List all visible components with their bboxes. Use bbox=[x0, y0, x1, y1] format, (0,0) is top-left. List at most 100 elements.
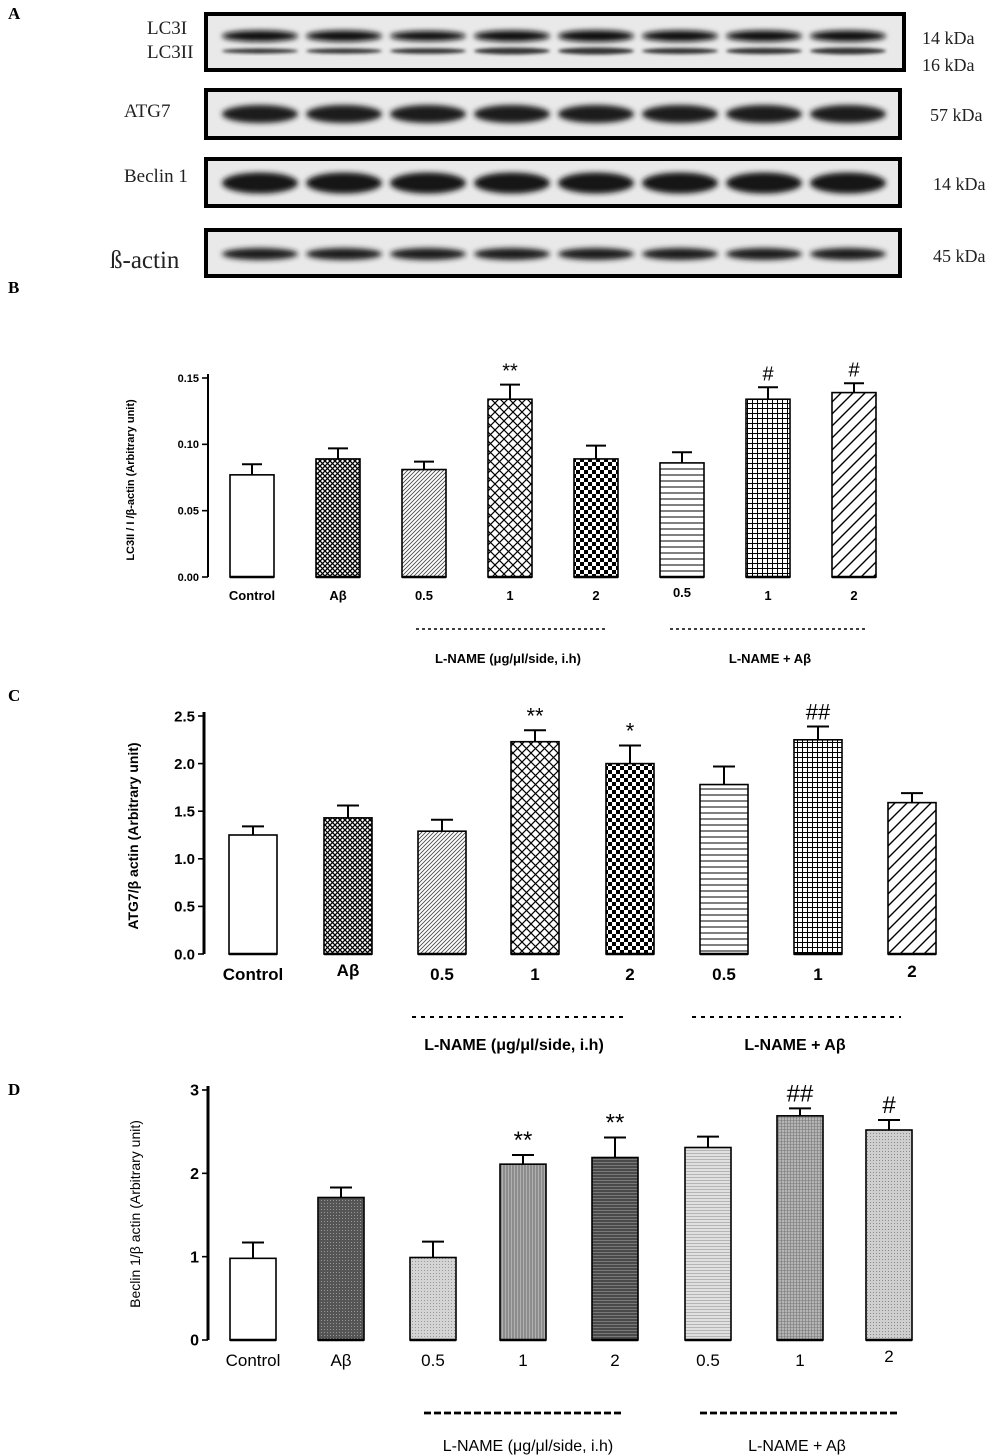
blot-band bbox=[558, 30, 634, 42]
chart-atg7: 0.0 0.5 1.0 1.5 2.0 2.5 ATG7/β actin (Arbitrar… bbox=[125, 699, 937, 1054]
bar bbox=[591, 1156, 639, 1341]
bar bbox=[510, 740, 560, 955]
blot-band bbox=[306, 48, 382, 54]
blot-band bbox=[642, 48, 718, 54]
chart-lc3: 0.00 0.05 0.10 0.15 LC3II / I /β-actin (Arbi… bbox=[125, 359, 877, 666]
y-tick-label: 2.5 bbox=[174, 708, 195, 725]
group-label: L-NAME (μg/μl/side, i.h) bbox=[443, 1438, 613, 1455]
significance-marker: ## bbox=[787, 1080, 814, 1107]
blot-band bbox=[726, 47, 802, 55]
bar bbox=[887, 801, 937, 955]
y-tick-label: 0.05 bbox=[178, 506, 199, 518]
significance-marker: ** bbox=[502, 361, 518, 383]
blot-band bbox=[642, 30, 718, 42]
blot-band bbox=[726, 248, 802, 260]
blot-band bbox=[810, 248, 886, 260]
blot-band bbox=[390, 48, 466, 54]
blot-band bbox=[474, 105, 550, 123]
blot-band bbox=[390, 105, 466, 123]
western-blot-image bbox=[204, 12, 906, 278]
kda-lc3ii: 16 kDa bbox=[922, 55, 975, 75]
bar bbox=[487, 398, 533, 578]
category-label: 1 bbox=[795, 1351, 804, 1370]
panel-letter-a: A bbox=[8, 4, 21, 23]
blot-band bbox=[474, 248, 550, 260]
blot-label-beta-actin: ß-actin bbox=[110, 247, 180, 274]
bar bbox=[317, 1196, 365, 1341]
category-label: Control bbox=[223, 965, 283, 984]
y-axis-label: LC3II / I /β-actin (Arbitrary unit) bbox=[125, 399, 137, 561]
bar bbox=[745, 398, 791, 578]
blot-band bbox=[474, 172, 550, 194]
panel-letter-d: D bbox=[8, 1080, 21, 1099]
bar bbox=[659, 462, 705, 578]
blot-band bbox=[222, 172, 298, 194]
bar bbox=[228, 834, 278, 955]
y-tick-label: 3 bbox=[190, 1083, 199, 1100]
category-label: 2 bbox=[850, 588, 857, 603]
category-label: 0.5 bbox=[696, 1351, 720, 1370]
category-label: Aβ bbox=[329, 588, 346, 603]
bar bbox=[793, 738, 843, 955]
category-label: 2 bbox=[884, 1347, 893, 1366]
blot-band bbox=[810, 47, 886, 55]
bar bbox=[323, 817, 373, 955]
blot-band bbox=[558, 248, 634, 260]
bar bbox=[401, 468, 447, 578]
blot-band bbox=[810, 172, 886, 194]
blot-band bbox=[306, 172, 382, 194]
blot-label-lc3i: LC3I bbox=[147, 18, 188, 39]
blot-band bbox=[474, 47, 550, 55]
significance-marker: * bbox=[626, 719, 635, 744]
bar bbox=[573, 458, 619, 578]
bar bbox=[229, 474, 275, 578]
category-label: 0.5 bbox=[712, 965, 736, 984]
blot-band bbox=[726, 172, 802, 194]
category-label: 1 bbox=[813, 965, 822, 984]
blot-band bbox=[222, 48, 298, 54]
category-label: Control bbox=[226, 1351, 281, 1370]
group-label: L-NAME + Aβ bbox=[729, 651, 811, 666]
group-label: L-NAME + Aβ bbox=[748, 1438, 846, 1455]
category-label: Aβ bbox=[330, 1351, 351, 1370]
panel-letter-b: B bbox=[8, 278, 20, 297]
y-tick-label: 0.5 bbox=[174, 899, 195, 916]
y-tick-label: 2 bbox=[190, 1166, 199, 1183]
kda-lc3i: 14 kDa bbox=[922, 28, 975, 48]
y-tick-label: 0.10 bbox=[178, 439, 199, 451]
category-label: 1 bbox=[530, 965, 539, 984]
blot-band bbox=[390, 248, 466, 260]
y-tick-label: 1 bbox=[190, 1249, 199, 1266]
blot-strip-0 bbox=[204, 12, 906, 72]
bar bbox=[315, 458, 361, 578]
bar bbox=[684, 1146, 732, 1341]
category-label: 2 bbox=[625, 965, 634, 984]
category-label: 0.5 bbox=[430, 965, 454, 984]
bar bbox=[831, 391, 877, 578]
significance-marker: ** bbox=[514, 1127, 533, 1154]
blot-band bbox=[558, 105, 634, 123]
y-axis-label: ATG7/β actin (Arbitrary unit) bbox=[125, 742, 141, 929]
group-label: L-NAME + Aβ bbox=[744, 1037, 845, 1054]
category-label: 1 bbox=[764, 588, 771, 603]
bar bbox=[229, 1257, 277, 1341]
bar bbox=[417, 830, 467, 955]
significance-marker: # bbox=[848, 359, 860, 381]
significance-marker: # bbox=[762, 363, 774, 385]
blot-band bbox=[474, 30, 550, 42]
blot-band bbox=[390, 31, 466, 41]
kda-beclin1: 14 kDa bbox=[933, 174, 986, 194]
category-label: Control bbox=[229, 588, 275, 603]
y-tick-label: 0 bbox=[190, 1333, 199, 1350]
category-label: Aβ bbox=[337, 961, 360, 980]
significance-marker: ## bbox=[806, 699, 831, 724]
category-label: 1 bbox=[518, 1351, 527, 1370]
significance-marker: ** bbox=[526, 703, 544, 728]
blot-band bbox=[642, 248, 718, 260]
category-label: 0.5 bbox=[421, 1351, 445, 1370]
blot-band bbox=[390, 172, 466, 194]
y-tick-label: 2.0 bbox=[174, 756, 195, 773]
blot-band bbox=[222, 105, 298, 123]
y-tick-label: 0.0 bbox=[174, 946, 195, 963]
blot-band bbox=[642, 172, 718, 194]
